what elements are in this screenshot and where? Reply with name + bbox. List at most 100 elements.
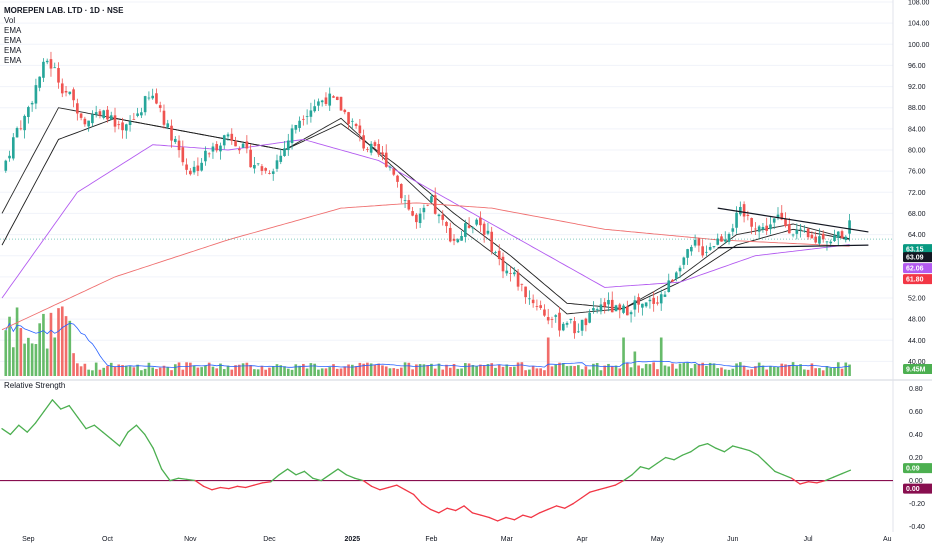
rs-segment	[807, 481, 818, 484]
triangle-trendlines	[0, 207, 893, 249]
candle-body	[245, 141, 249, 149]
rs-axis[interactable]: 0.80 0.60 0.40 0.20 0.00 -0.20 -0.40	[909, 386, 925, 531]
volume-bar	[192, 365, 196, 376]
rs-tick-label: 0.80	[909, 386, 923, 393]
candle-body	[234, 140, 237, 147]
volume-bar	[769, 366, 772, 376]
candle-body	[656, 302, 659, 304]
candle-body	[166, 123, 170, 128]
price-tick-label: 104.00	[908, 21, 930, 28]
candle-body	[795, 229, 799, 234]
rs-segment	[253, 482, 264, 486]
rs-segment	[177, 477, 188, 481]
candle-body	[437, 214, 441, 217]
candle-body	[467, 225, 471, 228]
candle-body	[791, 234, 795, 236]
price-tag-3: 62.06	[903, 263, 932, 274]
rs-segment	[631, 466, 642, 476]
indicator-ema-label-1[interactable]: EMA	[4, 26, 22, 35]
rs-segment	[463, 505, 474, 514]
volume-bar	[746, 369, 750, 376]
ema-line-1	[1, 107, 850, 315]
volume-bar	[196, 367, 200, 376]
volume-bar	[162, 365, 166, 376]
time-tick-label: Mar	[501, 536, 514, 543]
volume-bar	[15, 307, 19, 376]
volume-bar	[595, 363, 599, 376]
rs-segment	[93, 424, 104, 433]
volume-bar	[328, 367, 332, 376]
price-tick-label: 52.00	[908, 296, 926, 303]
volume-bar	[381, 365, 384, 376]
candle-body	[535, 306, 539, 307]
candle-body	[237, 148, 241, 151]
indicator-ema-label-4[interactable]: EMA	[4, 56, 22, 65]
candle-body	[520, 283, 524, 285]
rs-segment	[244, 484, 255, 489]
candle-body	[705, 251, 708, 253]
candle-body	[113, 115, 117, 127]
indicator-ema-label-2[interactable]: EMA	[4, 36, 22, 45]
symbol-title[interactable]: MOREPEN LAB. LTD · 1D · NSE	[4, 6, 124, 15]
rs-segment	[454, 505, 465, 512]
volume-bar	[441, 369, 445, 376]
price-tag-2-bg	[903, 252, 932, 263]
volume-bar	[147, 362, 151, 376]
indicator-ema-label-3[interactable]: EMA	[4, 46, 22, 55]
candle-body	[757, 226, 761, 232]
candle-body	[486, 230, 490, 234]
volume-bar	[433, 368, 437, 376]
rs-segment	[76, 416, 87, 430]
volume-bar	[716, 368, 720, 376]
candle-body	[592, 308, 595, 311]
volume-bar	[19, 328, 23, 376]
rs-segment	[824, 476, 835, 482]
candle-body	[701, 246, 704, 256]
rs-segment	[597, 486, 608, 491]
volume-bar	[528, 369, 531, 376]
volume-bar	[279, 365, 283, 376]
volume-bar	[121, 365, 124, 376]
volume-bar	[305, 368, 309, 376]
candle-body	[91, 114, 94, 124]
candle-body	[399, 184, 403, 199]
candle-body	[23, 115, 26, 131]
candle-body	[509, 273, 512, 275]
time-axis[interactable]: Sep Oct Nov Dec 2025 Feb Mar Apr May Jun Jul Au	[22, 536, 891, 543]
time-tick-label: Jun	[727, 536, 738, 543]
candle-body	[147, 97, 151, 99]
volume-bar	[625, 362, 629, 376]
volume-bar	[761, 365, 765, 376]
volume-bar	[795, 365, 799, 376]
candle-body	[460, 235, 463, 241]
rs-segment	[354, 477, 364, 482]
candle-body	[230, 133, 234, 141]
indicator-vol-label[interactable]: Vol	[4, 16, 16, 25]
candle-body	[667, 280, 671, 292]
volume-bar	[309, 363, 313, 376]
price-tick-label: 44.00	[908, 338, 926, 345]
rs-segment	[211, 486, 222, 491]
candle-body	[283, 148, 286, 157]
volume-bar	[539, 368, 542, 376]
volume-bar	[57, 308, 60, 376]
volume-bar	[426, 365, 429, 376]
volume-bar	[215, 368, 219, 376]
candle-body	[754, 228, 757, 230]
volume-bar	[8, 316, 11, 376]
volume-ma-line	[5, 322, 850, 368]
candle-body	[836, 231, 840, 238]
price-axis[interactable]: 108.00 104.00 100.00 96.00 92.00 88.00 84.00 80…	[908, 0, 930, 366]
volume-bar	[806, 369, 810, 376]
candle-body	[207, 153, 211, 155]
rs-segment	[480, 514, 490, 519]
volume-bar	[124, 365, 128, 376]
candle-body	[241, 143, 245, 148]
volume-bar	[351, 364, 354, 376]
candle-body	[309, 110, 313, 117]
rs-segment	[387, 484, 398, 489]
candle-body	[170, 125, 173, 141]
rs-panel-title[interactable]: Relative Strength	[4, 381, 66, 390]
candle-body	[366, 149, 369, 150]
